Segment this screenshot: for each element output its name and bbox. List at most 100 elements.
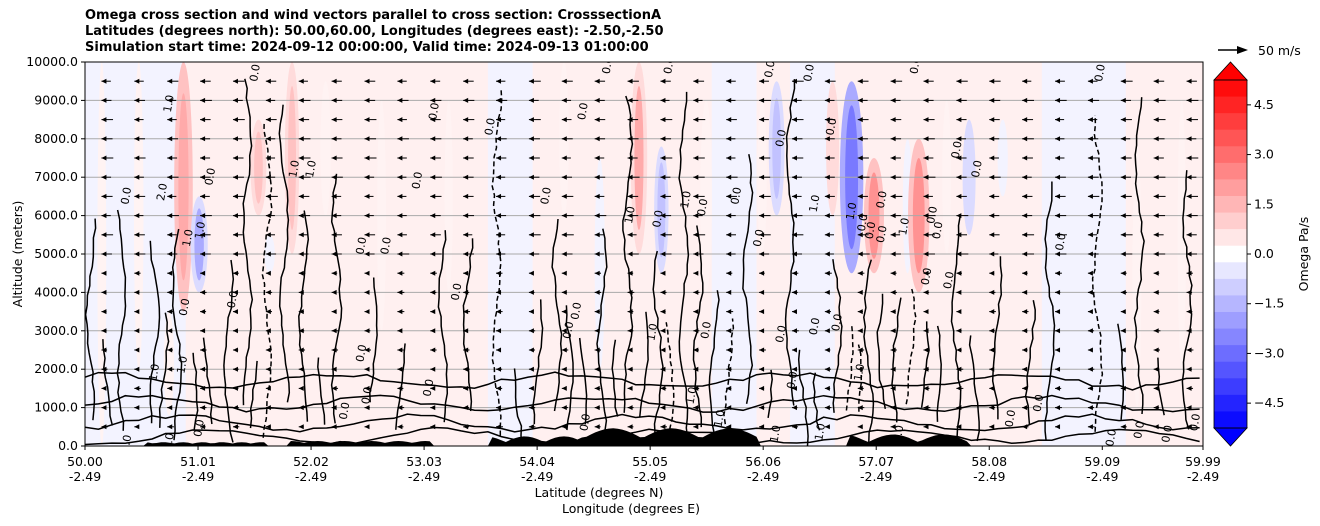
wind-head-11-5 — [265, 213, 271, 219]
colorbar-level-17 — [1214, 361, 1247, 379]
wind-head-15-20 — [759, 136, 765, 142]
colorbar-level-2 — [1214, 113, 1247, 131]
wind-head-12-6 — [298, 193, 304, 199]
wind-head-9-20 — [759, 251, 765, 257]
wind-head-12-31 — [1120, 193, 1126, 199]
wind-head-17-18 — [693, 97, 699, 103]
wind-head-6-30 — [1087, 309, 1093, 315]
wind-head-14-31 — [1120, 155, 1126, 161]
wind-head-5-29 — [1055, 328, 1061, 334]
contour-label-42: 1.0 — [844, 201, 860, 220]
wind-head-5-26 — [956, 328, 962, 334]
wind-head-18-12 — [496, 78, 502, 84]
wind-head-1-2 — [167, 405, 173, 411]
contour-label-9: 1.0 — [146, 363, 162, 382]
contour-label-70: 0.0 — [337, 401, 353, 420]
wind-head-3-12 — [496, 366, 502, 372]
wind-head-7-8 — [364, 289, 370, 295]
wind-head-17-2 — [167, 97, 173, 103]
wind-head-8-14 — [561, 270, 567, 276]
wind-head-9-27 — [989, 251, 995, 257]
wind-head-12-3 — [200, 193, 206, 199]
wind-head-5-17 — [660, 328, 666, 334]
wind-head-9-32 — [1153, 251, 1159, 257]
wind-head-18-1 — [134, 78, 140, 84]
wind-head-18-29 — [1055, 78, 1061, 84]
wind-head-5-22 — [824, 328, 830, 334]
wind-head-0-31 — [1120, 424, 1126, 430]
colorbar-tick-label-4: −1.5 — [1254, 296, 1284, 311]
contour-label-48: 0.0 — [924, 205, 940, 224]
wind-head-2-17 — [660, 385, 666, 391]
wind-head-17-28 — [1022, 97, 1028, 103]
contour-line-4 — [158, 312, 170, 428]
contour-line-14 — [317, 357, 326, 425]
x-axis-label: Latitude (degrees N) — [535, 485, 664, 500]
contour-label-47: 1.0 — [896, 217, 912, 236]
contour-label-44: 0.0 — [863, 221, 879, 240]
wind-head-5-24 — [890, 328, 896, 334]
wind-head-15-13 — [528, 136, 534, 142]
wind-head-5-31 — [1120, 328, 1126, 334]
wind-head-2-18 — [693, 385, 699, 391]
omega-blob-20 — [826, 81, 840, 216]
wind-head-13-14 — [561, 174, 567, 180]
wind-head-13-4 — [232, 174, 238, 180]
x-tick-lon-8: -2.49 — [973, 469, 1005, 484]
wind-head-8-20 — [759, 270, 765, 276]
wind-head-17-30 — [1087, 97, 1093, 103]
wind-head-17-27 — [989, 97, 995, 103]
wind-head-15-14 — [561, 136, 567, 142]
contour-line-7 — [202, 337, 213, 425]
wind-head-12-1 — [134, 193, 140, 199]
wind-head-10-23 — [857, 232, 863, 238]
contour-line-22 — [532, 299, 544, 425]
wind-head-14-3 — [200, 155, 206, 161]
wind-head-18-30 — [1087, 78, 1093, 84]
omega-core-4 — [194, 208, 204, 281]
wind-head-1-6 — [298, 405, 304, 411]
wind-head-9-17 — [660, 251, 666, 257]
wind-head-11-24 — [890, 213, 896, 219]
wind-head-14-6 — [298, 155, 304, 161]
wind-head-17-16 — [627, 97, 633, 103]
wind-head-12-4 — [232, 193, 238, 199]
contour-label-61: 1.0 — [812, 422, 828, 441]
wind-head-4-4 — [232, 347, 238, 353]
wind-head-13-32 — [1153, 174, 1159, 180]
contour-line-41 — [832, 259, 843, 413]
chart-title-line-1: Omega cross section and wind vectors par… — [85, 8, 662, 23]
wind-head-9-19 — [726, 251, 732, 257]
contour-label-15: 0.0 — [353, 236, 369, 255]
x-tick-lat-2: 52.02 — [293, 454, 329, 469]
wind-head-15-2 — [167, 136, 173, 142]
wind-head-3-16 — [627, 366, 633, 372]
colorbar: 4.5 3.0 1.5 0.0 −1.5 −3.0 −4.5 — [1213, 61, 1284, 447]
wind-head-6-28 — [1022, 309, 1028, 315]
wind-head-6-8 — [364, 309, 370, 315]
wind-head-8-30 — [1087, 270, 1093, 276]
wind-head-14-20 — [759, 155, 765, 161]
wind-head-18-5 — [265, 78, 271, 84]
wind-head-2-8 — [364, 385, 370, 391]
wind-head-17-12 — [496, 97, 502, 103]
wind-head-13-24 — [890, 174, 896, 180]
wind-head-2-7 — [331, 385, 337, 391]
contour-label-59: 1.0 — [851, 363, 867, 382]
wind-head-8-21 — [791, 270, 797, 276]
wind-head-0-10 — [430, 424, 436, 430]
wind-head-0-17 — [660, 424, 666, 430]
wind-head-3-5 — [265, 366, 271, 372]
wind-head-17-25 — [923, 97, 929, 103]
contour-label-3: 0.0 — [118, 434, 134, 453]
wind-head-4-26 — [956, 347, 962, 353]
contour-line-39 — [797, 349, 809, 446]
colorbar-extend-min — [1213, 427, 1248, 447]
wind-head-15-30 — [1087, 136, 1093, 142]
wind-head-9-7 — [331, 251, 337, 257]
colorbar-level-19 — [1214, 394, 1247, 412]
y-tick-label-8: 8000.0 — [34, 131, 78, 146]
wind-head-6-22 — [824, 309, 830, 315]
wind-head-8-3 — [200, 270, 206, 276]
wind-head-11-19 — [726, 213, 732, 219]
